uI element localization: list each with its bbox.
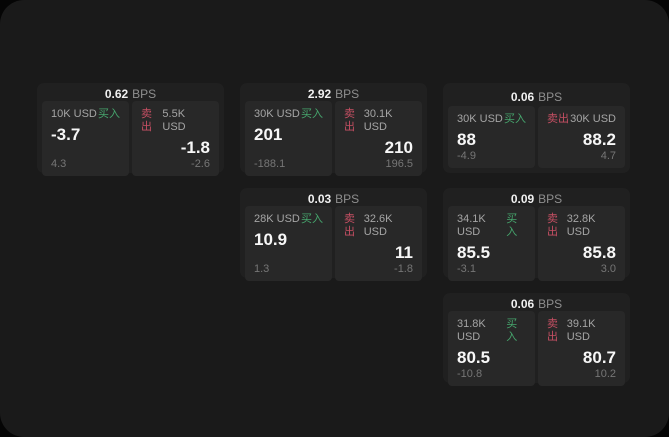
sell-sub-value: -1.8 [394,263,413,275]
sell-notional: 32.8K USD [566,213,596,238]
sell-quote-panel[interactable]: 卖出 39.1K USD 80.7 10.2 [538,311,625,386]
spread-quote-card: 2.92 BPS 30K USD 买入 201 -188.1 卖出 30.1K … [240,83,427,176]
sell-side-label: 卖出 [547,318,558,343]
buy-quote-panel[interactable]: 10K USD 买入 -3.7 4.3 [42,101,129,176]
buy-quote-panel[interactable]: 31.8K USD 买入 80.5 -10.8 [448,311,535,386]
buy-price: 85.5 [457,243,491,262]
bps-spread-value: 0.06 [510,297,535,311]
bps-unit-label: BPS [538,192,563,206]
quote-panels: 30K USD 买入 201 -188.1 卖出 30.1K USD 210 1… [245,101,422,176]
sell-notional: 5.5K USD [162,108,186,133]
buy-notional: 28K USD [254,213,300,225]
buy-price: 88 [457,130,476,149]
buy-side-label: 买入 [301,213,323,225]
sell-side-label: 卖出 [344,213,355,238]
buy-price: 201 [254,125,283,144]
sell-quote-panel[interactable]: 卖出 32.6K USD 11 -1.8 [335,206,422,281]
buy-side-label: 买入 [301,108,323,120]
sell-quote-panel[interactable]: 卖出 32.8K USD 85.8 3.0 [538,206,625,281]
sell-sub-value: 3.0 [600,263,616,275]
card-header: 0.06 BPS [448,297,625,311]
buy-notional: 10K USD [51,108,97,120]
bps-unit-label: BPS [132,87,157,101]
card-header: 2.92 BPS [245,87,422,101]
bps-spread-value: 0.62 [104,87,129,101]
sell-price: 80.7 [582,348,616,367]
sell-price: 11 [395,243,413,262]
sell-sub-value: 196.5 [385,158,413,170]
quote-panels: 31.8K USD 买入 80.5 -10.8 卖出 39.1K USD 80.… [448,311,625,386]
sell-notional: 30K USD [570,113,616,125]
card-header: 0.03 BPS [245,192,422,206]
spread-quote-card: 0.62 BPS 10K USD 买入 -3.7 4.3 卖出 5.5K USD… [37,83,224,176]
buy-sub-value: -3.1 [457,263,476,275]
buy-sub-value: 1.3 [254,263,270,275]
sell-price: 85.8 [582,243,616,262]
sell-notional: 32.6K USD [363,213,393,238]
buy-quote-panel[interactable]: 28K USD 买入 10.9 1.3 [245,206,332,281]
buy-side-label: 买入 [506,213,518,238]
sell-price: 88.2 [582,130,616,149]
quote-panels: 28K USD 买入 10.9 1.3 卖出 32.6K USD 11 -1.8 [245,206,422,281]
sell-sub-value: 4.7 [600,150,616,162]
buy-side-label: 买入 [504,113,526,125]
sell-side-label: 卖出 [547,213,558,238]
buy-sub-value: 4.3 [51,158,67,170]
bps-unit-label: BPS [335,192,360,206]
sell-quote-panel[interactable]: 卖出 5.5K USD -1.8 -2.6 [132,101,219,176]
sell-quote-panel[interactable]: 卖出 30.1K USD 210 196.5 [335,101,422,176]
buy-notional: 34.1K USD [457,213,486,238]
sell-sub-value: 10.2 [594,368,616,380]
quote-cards-grid: 0.62 BPS 10K USD 买入 -3.7 4.3 卖出 5.5K USD… [37,83,630,386]
quote-panels: 30K USD 买入 88 -4.9 卖出 30K USD 88.2 4.7 [448,106,625,168]
spread-quote-card: 0.03 BPS 28K USD 买入 10.9 1.3 卖出 32.6K US… [240,188,427,281]
buy-price: 80.5 [457,348,491,367]
sell-side-label: 卖出 [547,113,569,125]
bps-spread-value: 0.03 [307,192,332,206]
buy-quote-panel[interactable]: 34.1K USD 买入 85.5 -3.1 [448,206,535,281]
buy-sub-value: -188.1 [254,158,286,170]
card-header: 0.09 BPS [448,192,625,206]
card-header: 0.62 BPS [42,87,219,101]
buy-sub-value: -4.9 [457,150,476,162]
spread-quote-card: 0.06 BPS 31.8K USD 买入 80.5 -10.8 卖出 39.1… [443,293,630,386]
buy-side-label: 买入 [506,318,518,343]
bps-spread-value: 2.92 [307,87,332,101]
buy-sub-value: -10.8 [457,368,483,380]
bps-spread-value: 0.09 [510,192,535,206]
sell-price: -1.8 [180,138,210,157]
bps-spread-value: 0.06 [510,89,535,104]
bps-unit-label: BPS [538,89,563,104]
buy-quote-panel[interactable]: 30K USD 买入 88 -4.9 [448,106,535,168]
spread-quote-card: 0.06 BPS 30K USD 买入 88 -4.9 卖出 30K USD 8… [443,83,630,173]
sell-side-label: 卖出 [141,108,152,133]
quote-panels: 10K USD 买入 -3.7 4.3 卖出 5.5K USD -1.8 -2.… [42,101,219,176]
sell-sub-value: -2.6 [191,158,210,170]
buy-notional: 31.8K USD [457,318,486,343]
bps-unit-label: BPS [538,297,563,311]
quote-panels: 34.1K USD 买入 85.5 -3.1 卖出 32.8K USD 85.8… [448,206,625,281]
buy-price: -3.7 [51,125,81,144]
bps-unit-label: BPS [335,87,360,101]
card-header: 0.06 BPS [448,87,625,106]
buy-notional: 30K USD [254,108,300,120]
sell-side-label: 卖出 [344,108,355,133]
sell-quote-panel[interactable]: 卖出 30K USD 88.2 4.7 [538,106,625,168]
buy-notional: 30K USD [457,113,503,125]
buy-quote-panel[interactable]: 30K USD 买入 201 -188.1 [245,101,332,176]
buy-price: 10.9 [254,230,288,249]
sell-notional: 39.1K USD [566,318,596,343]
spread-quote-card: 0.09 BPS 34.1K USD 买入 85.5 -3.1 卖出 32.8K… [443,188,630,281]
buy-side-label: 买入 [98,108,120,120]
sell-price: 210 [384,138,413,157]
sell-notional: 30.1K USD [363,108,393,133]
